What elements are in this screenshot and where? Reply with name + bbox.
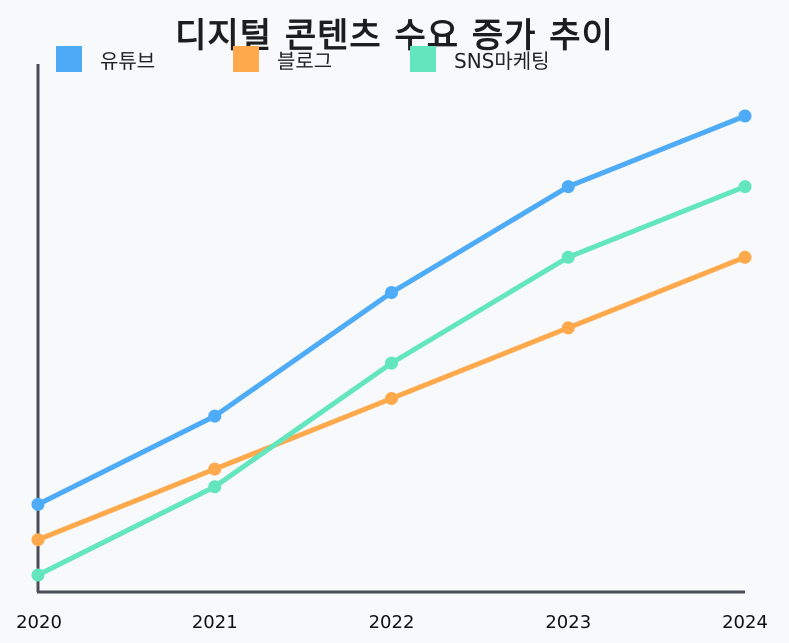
data-point bbox=[208, 409, 222, 423]
series-1 bbox=[31, 250, 752, 547]
x-tick-label: 2021 bbox=[192, 612, 238, 633]
data-point bbox=[385, 286, 398, 300]
data-point bbox=[738, 109, 752, 123]
data-point bbox=[208, 462, 222, 476]
legend-label-youtube: 유튜브 bbox=[100, 48, 156, 73]
data-point bbox=[561, 250, 575, 264]
data-point bbox=[561, 321, 575, 335]
data-point bbox=[738, 250, 752, 264]
x-tick-label: 2022 bbox=[369, 612, 415, 633]
x-tick-label: 2024 bbox=[722, 612, 768, 633]
legend-item-blog: 블로그 bbox=[233, 44, 332, 74]
data-point bbox=[738, 180, 752, 194]
data-point bbox=[385, 356, 398, 370]
legend-label-blog: 블로그 bbox=[277, 48, 333, 73]
series-line-2 bbox=[35, 184, 748, 578]
legend-label-sns: SNS마케팅 bbox=[454, 48, 550, 73]
data-point bbox=[31, 568, 45, 582]
x-tick-label: 2023 bbox=[545, 612, 591, 633]
legend-item-youtube: 유튜브 bbox=[56, 44, 155, 74]
series-2 bbox=[31, 180, 752, 582]
legend-swatch-youtube bbox=[56, 46, 82, 72]
data-point bbox=[31, 497, 45, 511]
series-line-0 bbox=[35, 113, 748, 507]
data-point bbox=[561, 180, 575, 194]
data-point bbox=[208, 480, 222, 494]
series-layer bbox=[31, 109, 752, 582]
data-point bbox=[385, 391, 398, 405]
data-point bbox=[31, 533, 45, 547]
series-0 bbox=[31, 109, 752, 511]
legend-item-sns: SNS마케팅 bbox=[410, 44, 550, 74]
x-tick-label: 2020 bbox=[16, 612, 62, 633]
x-tick-labels: 2020 2021 2022 2023 2024 bbox=[16, 612, 768, 633]
legend-swatch-blog bbox=[233, 46, 259, 72]
legend-swatch-sns bbox=[410, 46, 436, 72]
